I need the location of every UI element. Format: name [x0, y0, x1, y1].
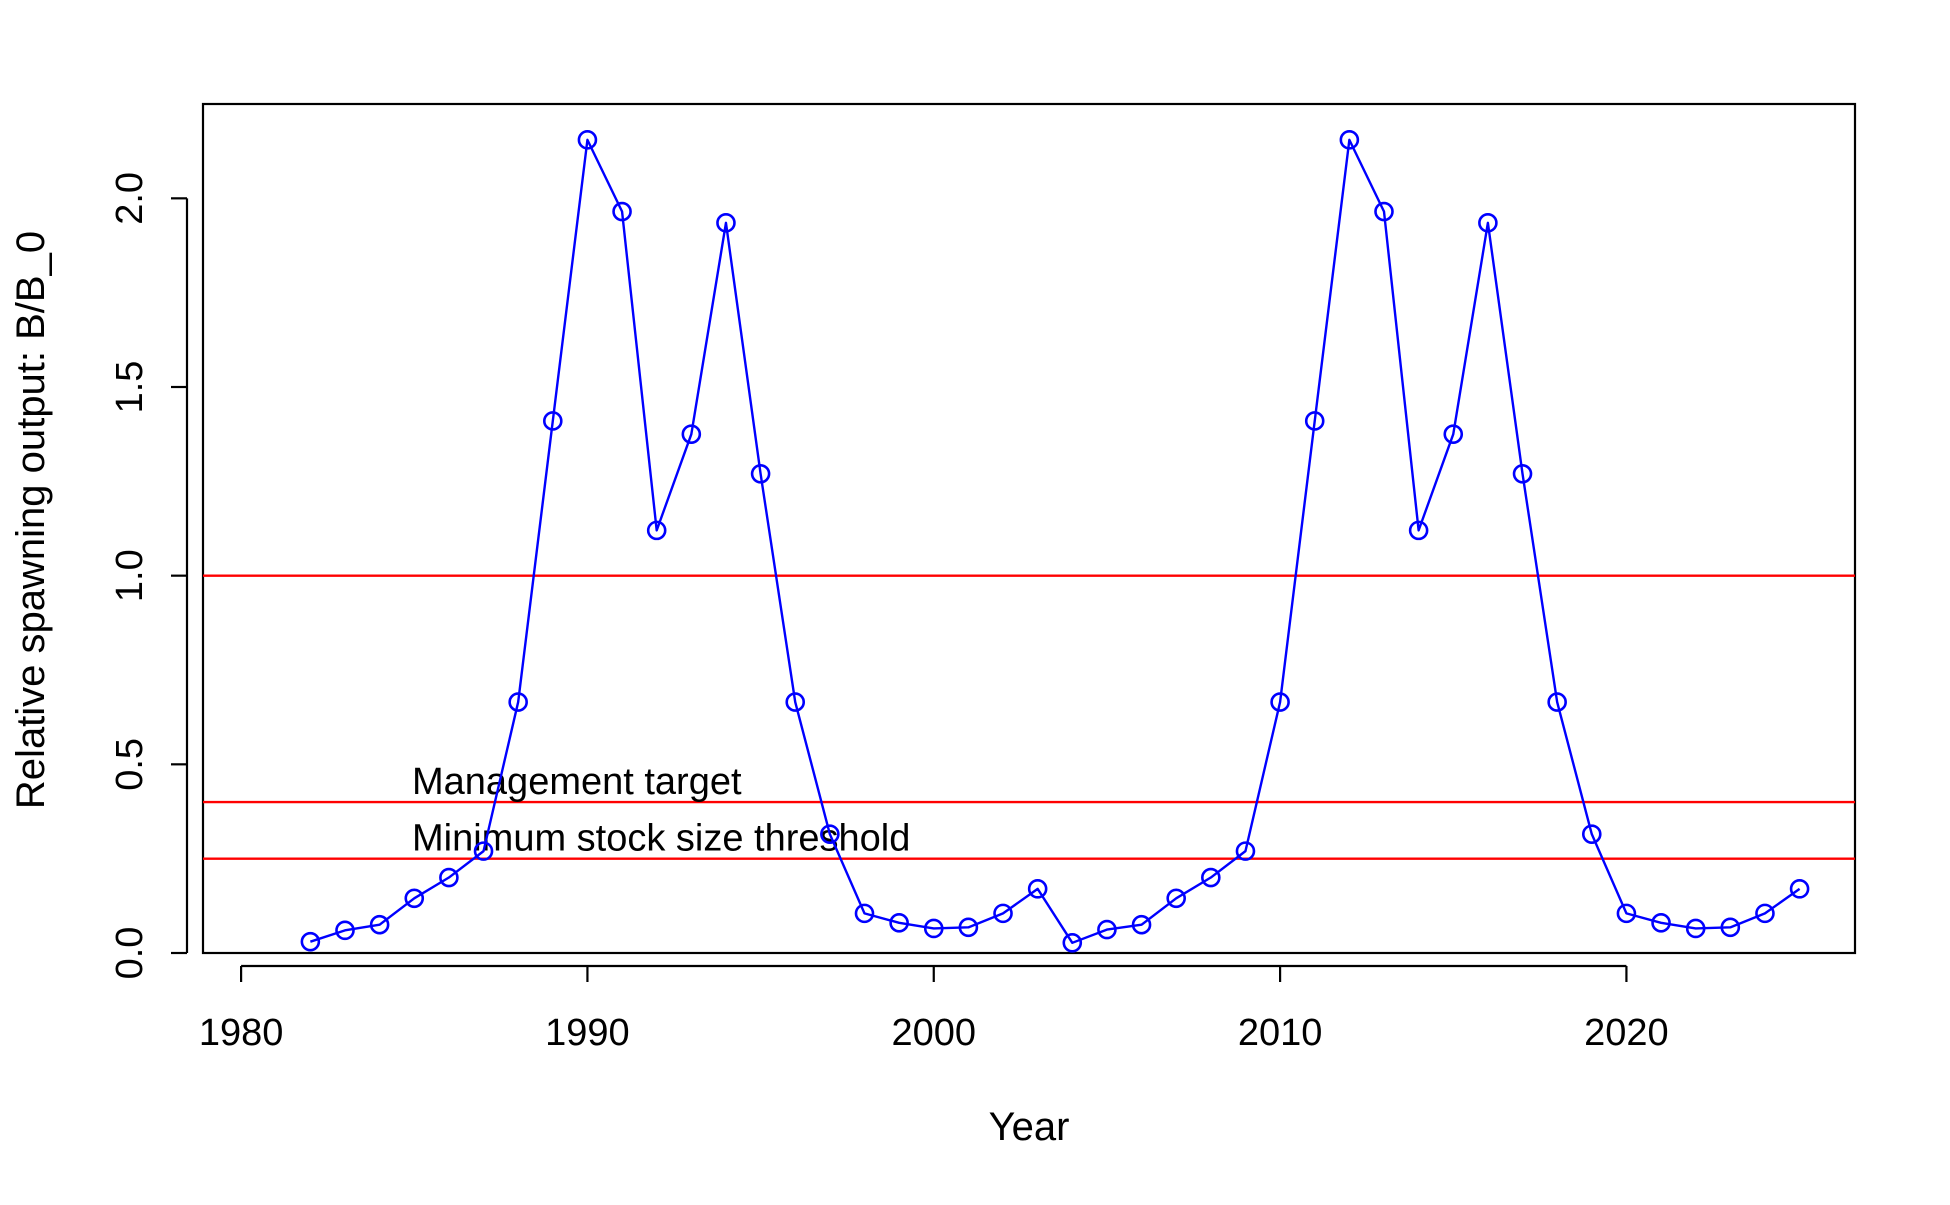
data-point: [1616, 903, 1637, 924]
data-point: [1027, 879, 1048, 899]
x-tick-label: 1990: [545, 1012, 630, 1054]
data-point: [1408, 520, 1429, 541]
data-point: [1685, 918, 1706, 939]
y-tick-label: 0.0: [109, 927, 151, 980]
data-point: [300, 931, 321, 952]
data-point: [889, 913, 909, 933]
data-point: [1581, 824, 1602, 844]
data-point: [1097, 919, 1117, 940]
data-point: [820, 824, 840, 844]
data-point: [1131, 914, 1152, 935]
data-point: [1789, 879, 1810, 899]
data-point: [369, 914, 390, 935]
x-tick-label: 2020: [1584, 1012, 1669, 1054]
data-point: [439, 867, 459, 888]
series-line: [309, 138, 1801, 945]
y-tick-label: 2.0: [109, 172, 151, 225]
data-point: [508, 692, 528, 712]
y-axis-label: Relative spawning output: B/B_0: [9, 231, 53, 809]
data-point: [646, 520, 667, 541]
data-point: [1339, 130, 1360, 150]
data-point: [1304, 411, 1325, 431]
y-tick-label: 1.5: [109, 361, 151, 414]
data-point: [335, 920, 355, 941]
x-axis-label: Year: [989, 1105, 1070, 1149]
data-point: [993, 903, 1013, 924]
data-point: [1512, 463, 1533, 484]
data-point: [1651, 913, 1671, 933]
data-point: [542, 411, 563, 431]
data-point: [681, 424, 702, 444]
y-axis: 0.0 0.5 1.0 1.5 2.0: [109, 172, 189, 980]
data-point: [404, 888, 425, 909]
data-point: [1478, 213, 1498, 233]
reference-line-label: Management target: [412, 761, 742, 803]
data-point: [785, 692, 806, 712]
series-lines: [309, 138, 1801, 945]
x-tick-label: 2010: [1238, 1012, 1323, 1054]
data-point: [1270, 692, 1290, 712]
plot-frame: [201, 102, 1857, 955]
data-point: [577, 130, 598, 150]
data-point: [1166, 888, 1186, 909]
y-tick-label: 0.5: [109, 738, 151, 791]
data-point: [1720, 917, 1741, 938]
data-point: [612, 201, 632, 222]
x-axis: 1980 1990 2000 2010 2020: [199, 964, 1669, 1054]
x-tick-label: 1980: [199, 1012, 284, 1054]
data-point: [473, 841, 494, 861]
series-points: [300, 130, 1810, 953]
data-point: [854, 903, 875, 924]
x-tick-label: 2000: [891, 1012, 976, 1054]
data-point: [1443, 424, 1464, 444]
data-point: [750, 463, 771, 484]
data-point: [716, 213, 736, 233]
data-point: [1755, 903, 1775, 924]
reference-lines: [203, 574, 1855, 860]
data-point: [1201, 867, 1221, 888]
data-point: [1547, 692, 1567, 712]
data-point: [923, 918, 944, 939]
data-point: [1374, 201, 1394, 222]
y-tick-label: 1.0: [109, 549, 151, 602]
data-point: [958, 917, 979, 938]
data-point: [1235, 841, 1256, 861]
data-point: [1062, 933, 1083, 953]
